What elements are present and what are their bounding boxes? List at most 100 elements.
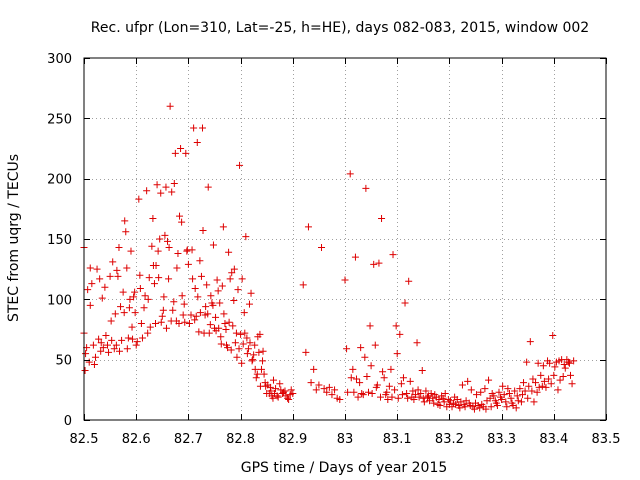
data-point: [91, 353, 99, 361]
data-point: [117, 303, 125, 311]
data-point: [413, 339, 421, 347]
data-point: [378, 214, 386, 222]
data-point: [358, 389, 366, 397]
data-point: [105, 348, 113, 356]
data-point: [256, 330, 264, 338]
data-point: [538, 382, 546, 390]
data-point: [401, 299, 409, 307]
data-point: [448, 403, 456, 411]
data-point: [514, 397, 522, 405]
data-point: [255, 348, 263, 356]
data-point: [490, 392, 498, 400]
x-tick-labels: 82.5 82.6 82.7 82.8 82.9 83 83.1 83.2 83.3 83.4 83…: [70, 432, 621, 447]
data-point: [220, 310, 228, 318]
data-point: [97, 347, 105, 355]
data-point: [391, 386, 399, 394]
data-point: [567, 371, 575, 379]
data-point: [561, 364, 569, 372]
data-point: [136, 284, 144, 292]
data-point: [98, 294, 106, 302]
data-point: [213, 276, 221, 284]
data-point: [436, 402, 444, 410]
data-point: [207, 292, 215, 300]
data-point: [312, 386, 320, 394]
data-point: [456, 404, 464, 412]
data-point: [260, 370, 268, 378]
data-point: [235, 345, 243, 353]
data-point: [323, 388, 331, 396]
data-point: [96, 275, 104, 283]
data-point: [453, 395, 461, 403]
data-point: [246, 339, 254, 347]
data-point: [547, 380, 555, 388]
data-point: [108, 336, 116, 344]
data-point: [227, 346, 235, 354]
data-point: [212, 313, 220, 321]
data-point: [415, 393, 423, 401]
data-point: [209, 241, 217, 249]
data-point: [384, 395, 392, 403]
data-point: [221, 319, 229, 327]
data-point: [367, 362, 375, 370]
data-point: [525, 382, 533, 390]
data-point: [232, 329, 240, 337]
data-point: [414, 386, 422, 394]
x-tick-label: 82.9: [278, 432, 307, 447]
data-point: [217, 333, 225, 341]
data-point: [409, 387, 417, 395]
data-point: [241, 329, 249, 337]
data-point: [405, 277, 413, 285]
data-point: [565, 359, 573, 367]
data-point: [318, 243, 326, 251]
y-tick-label: 300: [47, 52, 72, 67]
data-point: [165, 275, 173, 283]
data-point: [138, 334, 146, 342]
data-point: [148, 242, 156, 250]
data-point: [122, 228, 130, 236]
data-point: [154, 247, 162, 255]
data-point: [115, 347, 123, 355]
x-tick-label: 83.4: [539, 432, 568, 447]
data-point: [234, 286, 242, 294]
x-tick-label: 83.3: [487, 432, 516, 447]
data-point: [379, 368, 387, 376]
data-point: [113, 266, 121, 274]
data-point: [133, 338, 141, 346]
data-point: [476, 404, 484, 412]
data-point: [376, 393, 384, 401]
data-point: [195, 328, 203, 336]
data-point: [202, 303, 210, 311]
data-point: [225, 318, 233, 326]
data-point: [128, 323, 136, 331]
data-point: [310, 365, 318, 373]
data-point: [349, 365, 357, 373]
data-point: [168, 188, 176, 196]
data-point: [189, 275, 197, 283]
data-point: [487, 403, 495, 411]
y-tick-label: 100: [47, 293, 72, 308]
data-point: [173, 264, 181, 272]
x-tick-label: 83.2: [435, 432, 464, 447]
x-tick-label: 82.5: [70, 432, 99, 447]
data-point: [85, 358, 93, 366]
data-point: [359, 391, 367, 399]
data-point: [86, 301, 94, 309]
data-point: [375, 259, 383, 267]
data-point: [526, 338, 534, 346]
data-point: [430, 399, 438, 407]
data-point: [540, 377, 548, 385]
data-point: [320, 385, 328, 393]
data-point: [513, 392, 521, 400]
data-point: [185, 319, 193, 327]
data-point: [156, 235, 164, 243]
data-point: [123, 264, 131, 272]
data-point: [551, 363, 559, 371]
data-point: [458, 381, 466, 389]
data-point: [222, 326, 230, 333]
data-point: [230, 297, 238, 305]
data-point: [196, 309, 204, 317]
data-point: [273, 392, 281, 400]
x-tick-label: 83: [337, 432, 354, 447]
data-point: [157, 189, 165, 197]
data-point: [229, 322, 237, 330]
